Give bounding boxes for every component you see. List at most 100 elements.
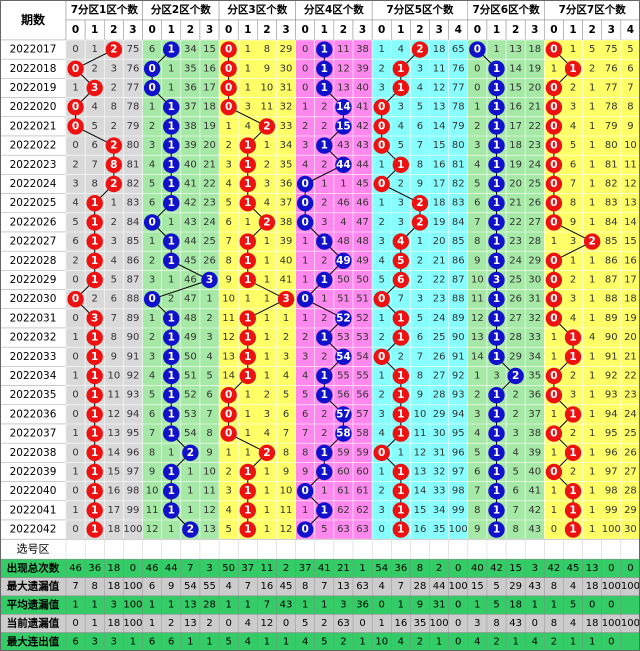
omission-value: 16 — [509, 102, 522, 113]
omission-value: 13 — [414, 467, 427, 478]
omission-value: 2 — [379, 332, 385, 343]
ball-number: 1 — [244, 140, 251, 152]
blue-ball — [335, 252, 352, 269]
red-ball — [373, 99, 390, 116]
ball-number: 0 — [550, 140, 557, 152]
omission-value: 0 — [379, 524, 385, 535]
omission-value: 1 — [264, 140, 270, 151]
group-title-6: 7分区6区个数 — [473, 3, 541, 16]
red-ball — [86, 463, 103, 481]
omission-value: 2 — [206, 313, 212, 324]
ball-number: 1 — [493, 140, 500, 152]
ball-number: 1 — [244, 332, 251, 344]
omission-value: 90 — [605, 332, 618, 343]
omission-value: 2 — [570, 275, 576, 286]
ball-number: 1 — [493, 236, 500, 248]
omission-value: 79 — [605, 121, 618, 132]
omission-value: 92 — [127, 371, 140, 382]
blue-ball — [316, 60, 333, 77]
omission-value: 4 — [72, 198, 78, 209]
blue-ball — [163, 367, 180, 385]
omission-value: 99 — [452, 505, 465, 516]
omission-value: 9 — [417, 179, 423, 190]
ball-number: 1 — [493, 504, 500, 516]
column-label: 3 — [435, 24, 442, 36]
ball-number: 1 — [168, 428, 175, 440]
omission-value: 1 — [493, 44, 499, 55]
omission-value: 25 — [203, 236, 216, 247]
stats-value: 4 — [245, 636, 251, 647]
omission-value: 50 — [337, 275, 350, 286]
blue-ball — [316, 79, 333, 97]
ball-number: 5 — [397, 255, 404, 267]
omission-value: 1 — [92, 44, 98, 55]
omission-value: 1 — [264, 294, 270, 305]
stats-value: 0 — [455, 563, 461, 574]
omission-value: 10 — [146, 486, 159, 497]
ball-number: 0 — [225, 389, 232, 401]
omission-value: 10 — [222, 294, 235, 305]
omission-value: 7 — [206, 409, 212, 420]
omission-value: 98 — [605, 486, 618, 497]
omission-value: 8 — [111, 332, 117, 343]
ball-number: 1 — [397, 332, 404, 344]
omission-value: 1 — [589, 467, 595, 478]
red-ball — [545, 310, 563, 327]
red-ball — [392, 252, 410, 269]
column-label: 1 — [493, 24, 500, 36]
stats-value: 1 — [302, 600, 308, 611]
red-ball — [545, 367, 563, 385]
stats-value: 11 — [261, 563, 274, 574]
omission-value: 26 — [528, 198, 541, 209]
omission-value: 42 — [356, 121, 369, 132]
stats-value: 1 — [206, 636, 212, 647]
omission-value: 2 — [474, 390, 480, 401]
period-label: 2022042 — [10, 524, 57, 536]
omission-value: 27 — [433, 371, 446, 382]
ball-number: 1 — [493, 120, 500, 132]
blue-ball — [316, 387, 333, 404]
omission-value: 0 — [72, 390, 78, 401]
ball-number: 1 — [397, 389, 404, 401]
omission-value: 82 — [605, 179, 618, 190]
omission-value: 90 — [127, 332, 140, 343]
trend-line — [151, 279, 210, 300]
stats-value: 1 — [187, 636, 193, 647]
omission-value: 16 — [107, 486, 120, 497]
omission-value: 41 — [184, 179, 197, 190]
ball-number: 1 — [168, 44, 175, 56]
omission-value: 1 — [245, 428, 251, 439]
omission-value: 23 — [528, 140, 541, 151]
red-ball — [220, 60, 237, 77]
ball-number: 1 — [569, 351, 576, 363]
omission-value: 55 — [356, 371, 369, 382]
ball-number: 1 — [321, 447, 328, 459]
stats-value: 13 — [337, 581, 350, 592]
stats-value: 4 — [225, 581, 231, 592]
omission-value: 1 — [72, 332, 78, 343]
omission-value: 96 — [127, 447, 140, 458]
omission-value: 30 — [528, 275, 541, 286]
red-ball — [411, 41, 429, 58]
omission-value: 37 — [280, 198, 293, 209]
column-label: 0 — [550, 24, 557, 36]
omission-value: 1 — [551, 505, 557, 516]
ball-number: 1 — [91, 332, 98, 344]
omission-value: 11 — [107, 390, 120, 401]
stats-value: 1 — [245, 600, 251, 611]
ball-number: 1 — [91, 216, 98, 228]
omission-value: 60 — [356, 467, 369, 478]
ball-number: 3 — [493, 274, 500, 286]
omission-value: 4 — [206, 351, 212, 362]
stats-value: 2 — [436, 563, 442, 574]
blue-ball — [163, 118, 180, 135]
red-ball — [220, 79, 237, 97]
omission-value: 88 — [127, 294, 140, 305]
omission-value: 39 — [184, 140, 197, 151]
omission-value: 1 — [340, 179, 346, 190]
omission-value: 43 — [356, 140, 369, 151]
ball-number: 1 — [91, 351, 98, 363]
omission-value: 1 — [570, 44, 576, 55]
omission-value: 1 — [589, 255, 595, 266]
ball-number: 2 — [416, 197, 423, 209]
